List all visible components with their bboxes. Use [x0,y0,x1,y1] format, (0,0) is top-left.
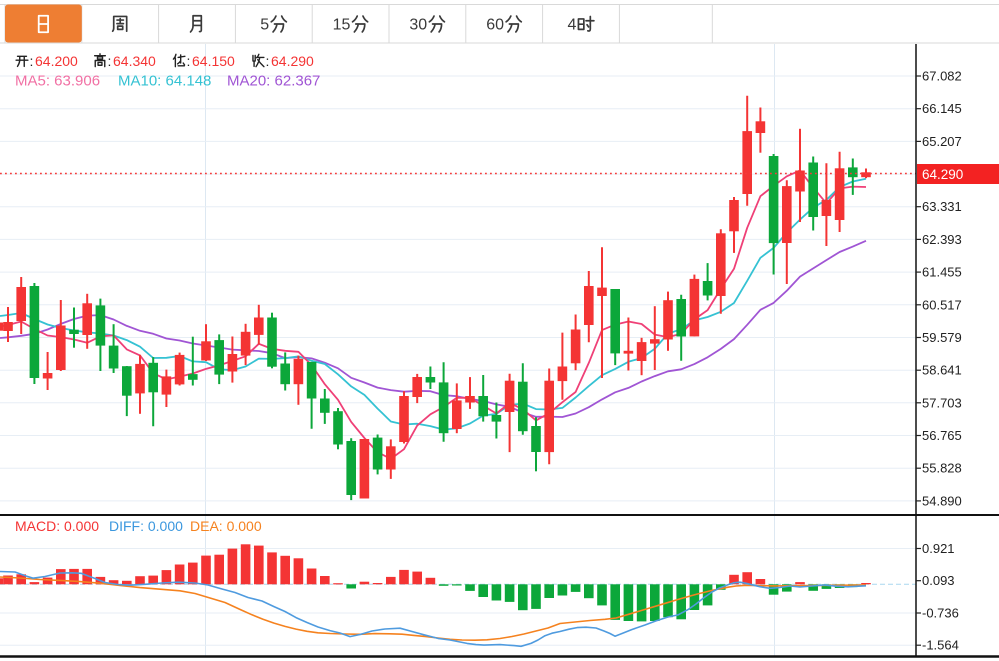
svg-text:-1.564: -1.564 [922,638,959,653]
svg-text:DEA: 0.000: DEA: 0.000 [190,518,262,534]
svg-text:DIFF: 0.000: DIFF: 0.000 [109,518,183,534]
svg-text:5: 5 [260,17,269,34]
svg-text:57.703: 57.703 [922,395,962,410]
svg-text:15: 15 [333,17,351,34]
svg-text:4: 4 [568,17,577,34]
svg-text:61.455: 61.455 [922,265,962,280]
svg-text:60.517: 60.517 [922,297,962,312]
svg-text::: : [266,53,270,69]
svg-text:64.290: 64.290 [922,167,963,182]
svg-text:58.641: 58.641 [922,363,962,378]
svg-text:64.340: 64.340 [113,53,156,69]
svg-text:55.828: 55.828 [922,461,962,476]
svg-text:MA20: 62.367: MA20: 62.367 [227,73,320,90]
svg-text:56.765: 56.765 [922,428,962,443]
svg-text:-0.736: -0.736 [922,606,959,621]
svg-text:65.207: 65.207 [922,134,962,149]
svg-text:0.093: 0.093 [922,573,955,588]
svg-text:64.200: 64.200 [35,53,78,69]
svg-text:64.150: 64.150 [192,53,235,69]
svg-text:66.145: 66.145 [922,101,962,116]
svg-text:64.290: 64.290 [271,53,314,69]
svg-text:MA5: 63.906: MA5: 63.906 [15,73,100,90]
svg-text:MACD: 0.000: MACD: 0.000 [15,518,99,534]
svg-text:67.082: 67.082 [922,69,962,84]
svg-text:0.921: 0.921 [922,541,955,556]
svg-text:54.890: 54.890 [922,493,962,508]
svg-text:59.579: 59.579 [922,330,962,345]
svg-text:60: 60 [486,17,504,34]
svg-text::: : [30,53,34,69]
svg-text:62.393: 62.393 [922,232,962,247]
svg-text:MA10: 64.148: MA10: 64.148 [118,73,211,90]
svg-text:63.331: 63.331 [922,199,962,214]
svg-text::: : [187,53,191,69]
svg-text:30: 30 [409,17,427,34]
svg-text::: : [108,53,112,69]
